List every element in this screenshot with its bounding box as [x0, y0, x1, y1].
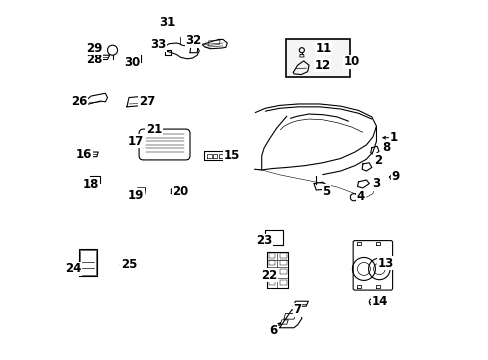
Bar	[285, 39, 349, 77]
Text: 32: 32	[185, 34, 201, 48]
Text: 25: 25	[121, 258, 137, 271]
Text: 1: 1	[388, 131, 397, 144]
Text: 18: 18	[82, 178, 99, 191]
Text: 29: 29	[86, 41, 102, 54]
Text: 17: 17	[128, 135, 144, 148]
Text: 19: 19	[128, 189, 144, 202]
Text: 4: 4	[356, 190, 365, 203]
Text: 28: 28	[86, 53, 102, 66]
Text: 8: 8	[381, 141, 389, 154]
Text: 6: 6	[268, 324, 277, 337]
Text: 2: 2	[373, 154, 381, 167]
FancyBboxPatch shape	[352, 240, 392, 290]
Text: 14: 14	[371, 295, 387, 308]
Text: 24: 24	[65, 262, 81, 275]
Text: 10: 10	[343, 55, 360, 68]
Text: 7: 7	[293, 303, 301, 316]
Text: 11: 11	[315, 41, 331, 54]
Text: 31: 31	[159, 17, 175, 30]
Text: 30: 30	[124, 56, 141, 69]
Text: 20: 20	[172, 185, 188, 198]
Text: 33: 33	[150, 38, 166, 51]
Text: 3: 3	[372, 177, 380, 190]
Text: 26: 26	[70, 95, 87, 108]
Text: 5: 5	[322, 185, 330, 198]
Text: 16: 16	[76, 148, 92, 161]
FancyBboxPatch shape	[139, 129, 190, 160]
Text: 23: 23	[256, 234, 272, 247]
Text: 12: 12	[314, 59, 330, 72]
Text: 21: 21	[146, 123, 162, 136]
Text: 27: 27	[139, 95, 155, 108]
Text: 15: 15	[224, 149, 240, 162]
Text: 13: 13	[377, 257, 393, 270]
Text: 22: 22	[260, 269, 276, 282]
Text: 9: 9	[391, 170, 399, 183]
